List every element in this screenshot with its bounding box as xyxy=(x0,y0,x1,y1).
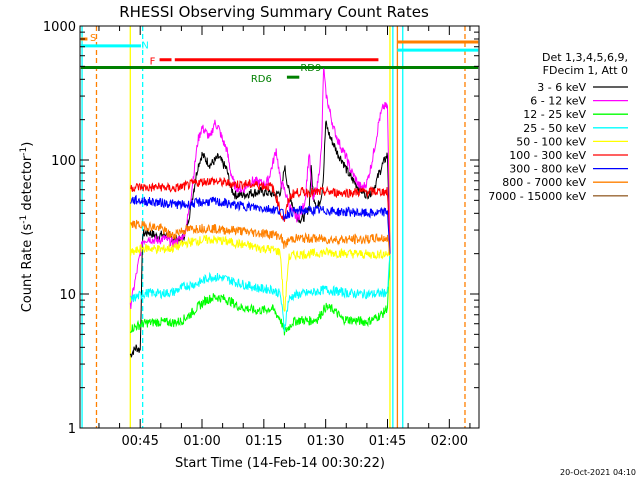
legend-label-8: 7000 - 15000 keV xyxy=(488,190,586,203)
flag-label-2: F xyxy=(150,56,156,67)
flag-label-1: N xyxy=(141,40,148,51)
x-tick-label-0: 00:45 xyxy=(121,434,158,449)
legend-label-7: 800 - 7000 keV xyxy=(502,176,586,189)
flag-label-5: RD9 xyxy=(300,63,321,74)
y-tick-label-3: 1000 xyxy=(43,20,76,35)
y-tick-label-0: 1 xyxy=(68,422,76,437)
footer-timestamp: 20-Oct-2021 04:10 xyxy=(560,468,636,477)
x-tick-label-1: 01:00 xyxy=(183,434,220,449)
flag-label-0: S xyxy=(90,33,96,44)
chart-title: RHESSI Observing Summary Count Rates xyxy=(119,3,429,21)
series-line-7 xyxy=(129,219,391,256)
plot-frame xyxy=(79,25,480,429)
x-tick-label-4: 01:45 xyxy=(369,434,406,449)
series-line-3 xyxy=(129,253,391,332)
y-tick-label-1: 10 xyxy=(59,288,76,303)
legend-label-6: 300 - 800 keV xyxy=(509,163,586,176)
series-line-1 xyxy=(129,68,391,309)
legend-label-1: 6 - 12 keV xyxy=(530,95,586,108)
y-axis-label-sup2: -1 xyxy=(19,147,29,156)
legend-header-0: Det 1,3,4,5,6,9, xyxy=(542,51,628,64)
legend-label-5: 100 - 300 keV xyxy=(509,149,586,162)
y-axis-label-end: ) xyxy=(20,142,35,147)
legend: Det 1,3,4,5,6,9,FDecim 1, Att 0 3 - 6 keV… xyxy=(488,51,628,203)
series-line-2 xyxy=(129,253,391,336)
series-line-6 xyxy=(129,194,391,254)
legend-header-1: FDecim 1, Att 0 xyxy=(543,64,628,77)
legend-label-3: 25 - 50 keV xyxy=(523,122,586,135)
svg-text:Count Rate (s-1 detector-1): Count Rate (s-1 detector-1) xyxy=(19,142,35,313)
legend-label-4: 50 - 100 keV xyxy=(516,135,586,148)
plot-area: S NF RD9 RD6 1 10 100 1000 00:45 01:00 01:15 01:30 0… xyxy=(43,20,480,449)
series-line-5 xyxy=(130,176,391,254)
y-axis-label-main: Count Rate (s xyxy=(20,224,35,313)
x-tick-label-5: 02:00 xyxy=(431,434,468,449)
y-tick-label-2: 100 xyxy=(51,154,76,169)
flag-label-6: RD6 xyxy=(251,74,272,85)
x-axis-label: Start Time (14-Feb-14 00:30:22) xyxy=(175,456,385,471)
y-axis-label-sup1: -1 xyxy=(19,215,29,224)
legend-label-2: 12 - 25 keV xyxy=(523,108,586,121)
y-axis-label-mid: detector xyxy=(20,155,35,215)
x-tick-label-3: 01:30 xyxy=(307,434,344,449)
legend-label-0: 3 - 6 keV xyxy=(537,81,586,94)
x-tick-label-2: 01:15 xyxy=(245,434,282,449)
y-axis-label: Count Rate (s-1 detector-1) xyxy=(19,142,35,313)
series-line-4 xyxy=(130,234,391,312)
